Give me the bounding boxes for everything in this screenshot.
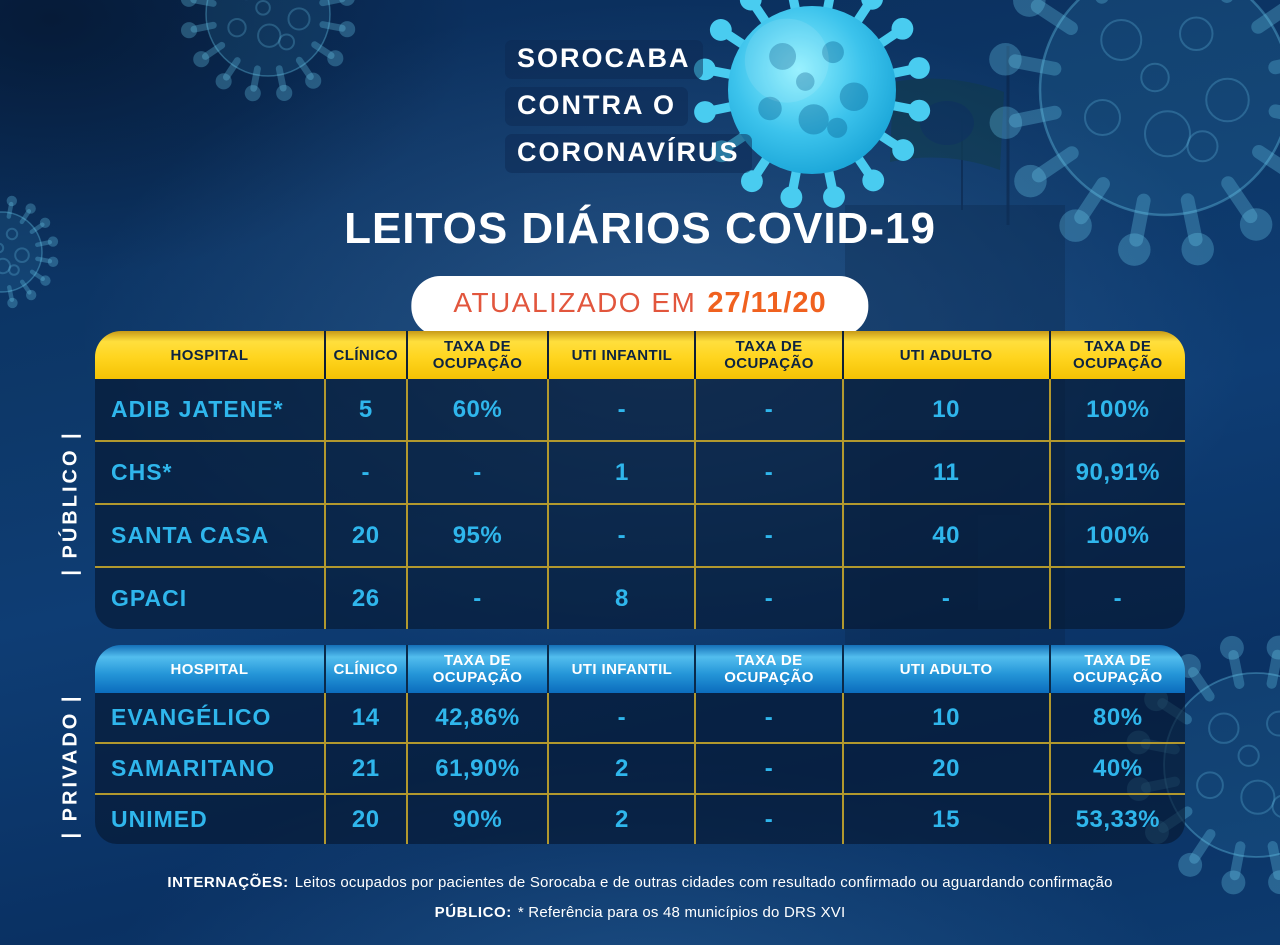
column-header: HOSPITAL xyxy=(170,660,249,678)
private-table-body: EVANGÉLICO 14 42,86% - -10 80% SAMARITANO 21 61,… xyxy=(95,693,1185,844)
value-cell: 14 xyxy=(323,693,406,742)
value-cell: 80% xyxy=(1048,693,1185,742)
footnote-text: * Referência para os 48 municípios do DR… xyxy=(517,904,846,921)
coronavirus-icon xyxy=(0,195,59,309)
table-row: SANTA CASA 20 95% - -40 100% xyxy=(95,503,1185,566)
value-cell: 60% xyxy=(405,379,548,440)
private-table-header-row: HOSPITAL CLÍNICO TAXA DE OCUPAÇÃO UTI INFAN… xyxy=(95,645,1185,693)
column-header: UTI INFANTIL xyxy=(547,331,694,379)
column-header: CLÍNICO xyxy=(323,645,406,693)
value-cell: 10 xyxy=(841,693,1049,742)
value-cell: 40% xyxy=(1048,744,1185,793)
value-cell: - xyxy=(547,379,694,440)
value-cell: 90,91% xyxy=(1048,442,1185,503)
value-cell: - xyxy=(694,568,841,629)
column-header: TAXA DE OCUPAÇÃO xyxy=(1048,645,1185,693)
footnote-internacoes: INTERNAÇÕES: Leitos ocupados por paciente… xyxy=(0,868,1280,898)
value-cell: - xyxy=(405,442,548,503)
value-cell: 20 xyxy=(841,744,1049,793)
column-header: UTI ADULTO xyxy=(841,331,1049,379)
value-cell: 20 xyxy=(323,795,406,844)
updated-label: ATUALIZADO EM xyxy=(453,287,697,318)
value-cell: - xyxy=(694,693,841,742)
logo-line-3: CORONAVÍRUS xyxy=(505,134,752,173)
footnote-label: PÚBLICO: xyxy=(434,904,512,921)
value-cell: 2 xyxy=(547,795,694,844)
hospital-name-cell: UNIMED xyxy=(111,806,208,832)
value-cell: - xyxy=(547,693,694,742)
hospital-name-cell: ADIB JATENE* xyxy=(111,396,284,422)
page-title: LEITOS DIÁRIOS COVID-19 xyxy=(344,204,936,253)
value-cell: - xyxy=(841,568,1049,629)
value-cell: 100% xyxy=(1048,505,1185,566)
value-cell: 15 xyxy=(841,795,1049,844)
value-cell: 100% xyxy=(1048,379,1185,440)
value-cell: - xyxy=(694,505,841,566)
value-cell: 20 xyxy=(323,505,406,566)
hospital-name-cell: SAMARITANO xyxy=(111,755,276,781)
table-row: ADIB JATENE* 5 60% - -10 100% xyxy=(95,379,1185,440)
hospital-name-cell: GPACI xyxy=(111,585,188,611)
updated-date: 27/11/20 xyxy=(707,286,827,319)
public-table-header-row: HOSPITAL CLÍNICO TAXA DE OCUPAÇÃO UTI INFAN… xyxy=(95,331,1185,379)
column-header: TAXA DE OCUPAÇÃO xyxy=(1048,331,1185,379)
hospital-name-cell: SANTA CASA xyxy=(111,522,270,548)
column-header: CLÍNICO xyxy=(323,331,406,379)
coronavirus-icon xyxy=(989,0,1280,266)
value-cell: 90% xyxy=(405,795,548,844)
footnote-label: INTERNAÇÕES: xyxy=(167,874,289,891)
column-header: HOSPITAL xyxy=(170,346,249,364)
value-cell: - xyxy=(1048,568,1185,629)
value-cell: 21 xyxy=(323,744,406,793)
footnotes: INTERNAÇÕES: Leitos ocupados por paciente… xyxy=(0,868,1280,928)
coronavirus-icon xyxy=(180,0,356,102)
footnote-text: Leitos ocupados por pacientes de Sorocab… xyxy=(294,874,1113,891)
value-cell: 42,86% xyxy=(405,693,548,742)
column-header: UTI INFANTIL xyxy=(547,645,694,693)
value-cell: 8 xyxy=(547,568,694,629)
value-cell: - xyxy=(694,795,841,844)
private-hospitals-table: HOSPITAL CLÍNICO TAXA DE OCUPAÇÃO UTI INFAN… xyxy=(95,645,1185,844)
value-cell: - xyxy=(547,505,694,566)
public-hospitals-table: HOSPITAL CLÍNICO TAXA DE OCUPAÇÃO UTI INFAN… xyxy=(95,331,1185,629)
table-row: SAMARITANO 21 61,90% 2-20 40% xyxy=(95,742,1185,793)
column-header: TAXA DE OCUPAÇÃO xyxy=(405,331,548,379)
updated-badge-content: ATUALIZADO EM 27/11/20 xyxy=(453,276,826,330)
footnote-publico: PÚBLICO: * Referência para os 48 municípi… xyxy=(0,898,1280,928)
value-cell: 11 xyxy=(841,442,1049,503)
value-cell: 40 xyxy=(841,505,1049,566)
table-row: UNIMED 20 90% 2-15 53,33% xyxy=(95,793,1185,844)
coronavirus-icon xyxy=(693,0,931,209)
value-cell: 26 xyxy=(323,568,406,629)
column-header: UTI ADULTO xyxy=(841,645,1049,693)
value-cell: - xyxy=(405,568,548,629)
logo-line-1: SOROCABA xyxy=(505,40,703,79)
value-cell: 10 xyxy=(841,379,1049,440)
campaign-logo: SOROCABA CONTRA O CORONAVÍRUS xyxy=(505,40,752,181)
public-table-body: ADIB JATENE* 5 60% - -10 100% CHS* - -1-11 90,91%… xyxy=(95,379,1185,629)
hospital-name-cell: CHS* xyxy=(111,459,173,485)
value-cell: - xyxy=(694,379,841,440)
value-cell: 5 xyxy=(323,379,406,440)
column-header: TAXA DE OCUPAÇÃO xyxy=(694,645,841,693)
value-cell: - xyxy=(323,442,406,503)
value-cell: 53,33% xyxy=(1048,795,1185,844)
table-row: CHS* - -1-11 90,91% xyxy=(95,440,1185,503)
value-cell: 2 xyxy=(547,744,694,793)
value-cell: - xyxy=(694,442,841,503)
updated-badge: ATUALIZADO EM 27/11/20 xyxy=(411,276,869,336)
table-row: GPACI 26-8- - - xyxy=(95,566,1185,629)
column-header: TAXA DE OCUPAÇÃO xyxy=(694,331,841,379)
column-header: TAXA DE OCUPAÇÃO xyxy=(405,645,548,693)
value-cell: 61,90% xyxy=(405,744,548,793)
group-label-publico: | PÚBLICO | xyxy=(59,430,82,576)
group-label-privado: | PRIVADO | xyxy=(59,693,82,839)
value-cell: 95% xyxy=(405,505,548,566)
value-cell: - xyxy=(694,744,841,793)
value-cell: 1 xyxy=(547,442,694,503)
table-row: EVANGÉLICO 14 42,86% - -10 80% xyxy=(95,693,1185,742)
logo-line-2: CONTRA O xyxy=(505,87,688,126)
hospital-name-cell: EVANGÉLICO xyxy=(111,704,272,730)
